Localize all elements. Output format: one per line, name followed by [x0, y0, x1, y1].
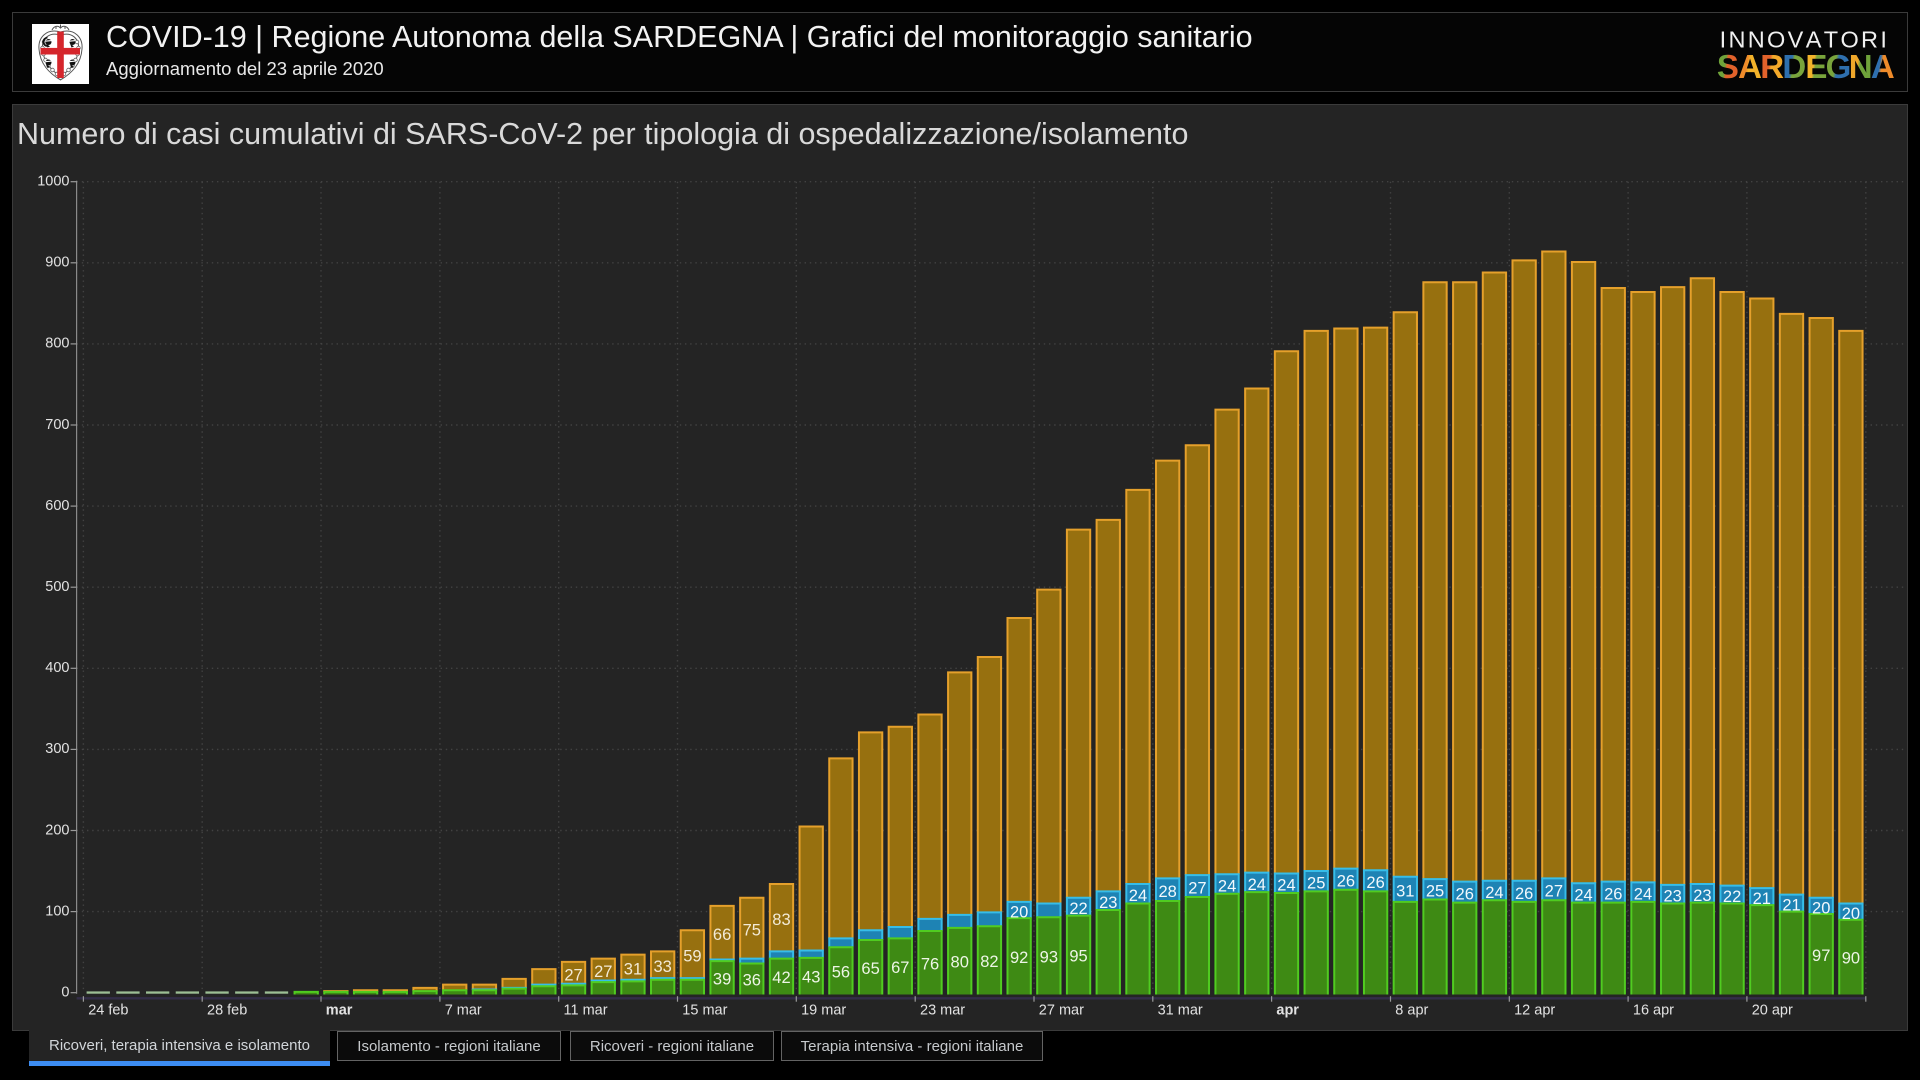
svg-text:N: N — [1729, 26, 1746, 52]
svg-text:15 mar: 15 mar — [682, 1003, 727, 1019]
svg-text:1000: 1000 — [37, 173, 69, 189]
svg-text:59: 59 — [683, 948, 701, 966]
svg-text:36: 36 — [743, 972, 761, 990]
svg-text:S: S — [1717, 48, 1739, 85]
svg-text:27: 27 — [1188, 879, 1206, 897]
svg-text:65: 65 — [861, 960, 879, 978]
svg-text:300: 300 — [45, 741, 69, 757]
svg-text:D: D — [1782, 48, 1806, 85]
svg-text:8 apr: 8 apr — [1395, 1003, 1428, 1019]
svg-text:26: 26 — [1366, 874, 1384, 892]
svg-text:I: I — [1720, 26, 1727, 52]
svg-text:V: V — [1788, 26, 1804, 52]
svg-text:500: 500 — [45, 579, 69, 595]
svg-text:T: T — [1824, 26, 1838, 52]
svg-text:0: 0 — [61, 984, 69, 1000]
svg-text:23 mar: 23 mar — [920, 1003, 965, 1019]
svg-text:E: E — [1805, 48, 1827, 85]
svg-text:20 apr: 20 apr — [1752, 1003, 1793, 1019]
svg-text:43: 43 — [802, 969, 820, 987]
svg-text:56: 56 — [832, 963, 850, 981]
svg-text:25: 25 — [1426, 883, 1444, 901]
svg-text:400: 400 — [45, 660, 69, 676]
svg-text:31 mar: 31 mar — [1158, 1003, 1203, 1019]
svg-text:21: 21 — [1753, 890, 1771, 908]
svg-text:21: 21 — [1782, 897, 1800, 915]
svg-text:82: 82 — [980, 953, 998, 971]
svg-text:24: 24 — [1277, 877, 1295, 895]
svg-text:apr: apr — [1276, 1003, 1299, 1019]
svg-text:24: 24 — [1574, 886, 1592, 904]
svg-text:33: 33 — [653, 958, 671, 976]
svg-text:22: 22 — [1723, 888, 1741, 906]
svg-text:27: 27 — [594, 963, 612, 981]
svg-text:12 apr: 12 apr — [1514, 1003, 1555, 1019]
svg-text:7 mar: 7 mar — [445, 1003, 482, 1019]
svg-text:28: 28 — [1158, 883, 1176, 901]
svg-text:200: 200 — [45, 822, 69, 838]
svg-text:600: 600 — [45, 498, 69, 514]
svg-text:25: 25 — [1307, 875, 1325, 893]
svg-text:27: 27 — [564, 966, 582, 984]
svg-text:A: A — [1738, 48, 1762, 85]
svg-text:95: 95 — [1069, 948, 1087, 966]
svg-text:800: 800 — [45, 336, 69, 352]
svg-text:24 feb: 24 feb — [88, 1003, 128, 1019]
svg-text:26: 26 — [1337, 873, 1355, 891]
svg-text:83: 83 — [772, 911, 790, 929]
svg-text:16 apr: 16 apr — [1633, 1003, 1674, 1019]
svg-text:20: 20 — [1010, 903, 1028, 921]
svg-text:75: 75 — [743, 922, 761, 940]
svg-text:A: A — [1806, 26, 1822, 52]
svg-text:80: 80 — [951, 954, 969, 972]
svg-text:26: 26 — [1604, 886, 1622, 904]
svg-text:O: O — [1840, 26, 1858, 52]
svg-text:93: 93 — [1040, 948, 1058, 966]
svg-text:19 mar: 19 mar — [801, 1003, 846, 1019]
svg-text:O: O — [1767, 26, 1785, 52]
svg-text:11 mar: 11 mar — [564, 1003, 608, 1019]
svg-text:39: 39 — [713, 970, 731, 988]
svg-text:97: 97 — [1812, 947, 1830, 965]
svg-text:N: N — [1748, 26, 1765, 52]
svg-text:27 mar: 27 mar — [1039, 1003, 1084, 1019]
svg-text:76: 76 — [921, 955, 939, 973]
svg-text:22: 22 — [1069, 900, 1087, 918]
svg-text:23: 23 — [1663, 888, 1681, 906]
svg-text:66: 66 — [713, 926, 731, 944]
svg-text:24: 24 — [1218, 877, 1236, 895]
svg-text:23: 23 — [1099, 894, 1117, 912]
svg-text:R: R — [1760, 48, 1784, 85]
svg-text:A: A — [1871, 48, 1895, 85]
svg-text:24: 24 — [1129, 887, 1147, 905]
svg-text:26: 26 — [1515, 885, 1533, 903]
svg-text:900: 900 — [45, 255, 69, 271]
svg-text:27: 27 — [1545, 883, 1563, 901]
svg-text:24: 24 — [1634, 886, 1652, 904]
svg-text:31: 31 — [1396, 883, 1414, 901]
svg-text:24: 24 — [1485, 884, 1503, 902]
svg-text:N: N — [1849, 48, 1873, 85]
svg-text:I: I — [1880, 26, 1887, 52]
svg-text:20: 20 — [1842, 905, 1860, 923]
svg-text:42: 42 — [772, 969, 790, 987]
svg-text:23: 23 — [1693, 887, 1711, 905]
svg-text:90: 90 — [1842, 950, 1860, 968]
svg-text:26: 26 — [1456, 886, 1474, 904]
svg-text:mar: mar — [326, 1003, 353, 1019]
svg-text:700: 700 — [45, 417, 69, 433]
svg-text:67: 67 — [891, 959, 909, 977]
svg-text:R: R — [1861, 26, 1878, 52]
svg-text:G: G — [1826, 48, 1852, 85]
svg-text:31: 31 — [624, 961, 642, 979]
svg-text:100: 100 — [45, 903, 69, 919]
svg-text:20: 20 — [1812, 899, 1830, 917]
svg-text:92: 92 — [1010, 949, 1028, 967]
svg-text:24: 24 — [1248, 876, 1266, 894]
svg-text:28 feb: 28 feb — [207, 1003, 247, 1019]
